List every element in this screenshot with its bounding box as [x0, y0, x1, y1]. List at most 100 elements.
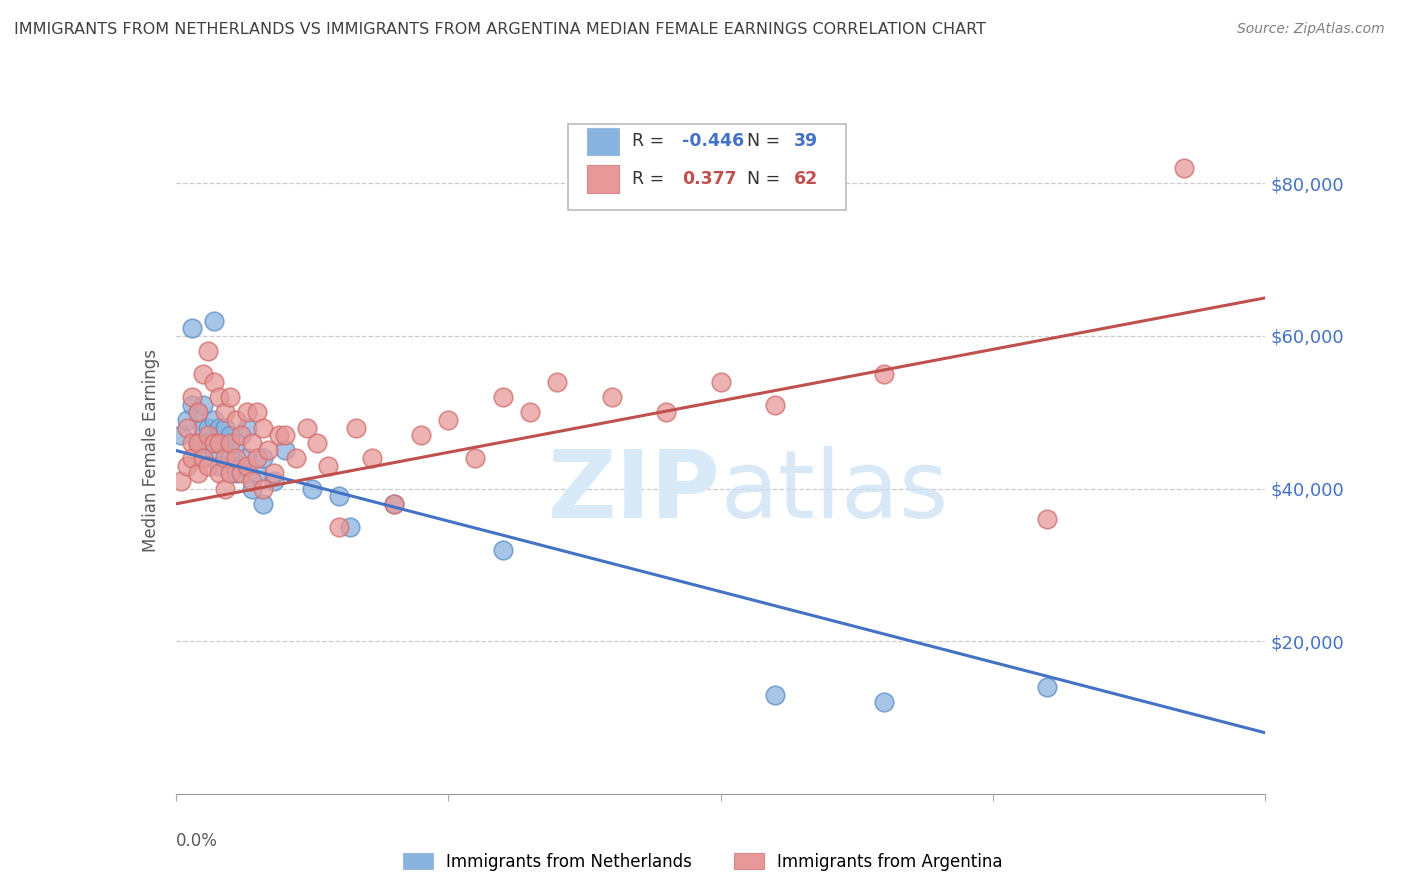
Point — [246, 405, 269, 419]
Point — [328, 520, 350, 534]
Point — [176, 458, 198, 473]
Point — [464, 451, 486, 466]
Point — [235, 458, 257, 473]
Point — [295, 420, 318, 434]
Point — [191, 451, 214, 466]
Text: 0.0%: 0.0% — [176, 831, 218, 850]
Point — [246, 467, 269, 481]
Point — [197, 428, 219, 442]
Point — [181, 451, 204, 466]
Point — [181, 321, 204, 335]
Point — [197, 344, 219, 359]
Point — [191, 420, 214, 434]
Point — [225, 413, 247, 427]
Point — [284, 451, 307, 466]
Point — [197, 420, 219, 434]
Point — [328, 489, 350, 503]
Point — [202, 413, 225, 427]
Point — [318, 458, 340, 473]
Point — [225, 467, 247, 481]
Point — [208, 458, 231, 473]
Point — [214, 482, 236, 496]
Text: N =: N = — [747, 170, 786, 188]
Point — [176, 420, 198, 434]
Point — [202, 375, 225, 389]
Point — [197, 435, 219, 450]
Text: 62: 62 — [793, 170, 818, 188]
Point — [181, 398, 204, 412]
Point — [219, 428, 242, 442]
Point — [186, 405, 209, 419]
Point — [339, 520, 361, 534]
Point — [240, 482, 263, 496]
Point — [257, 443, 280, 458]
Point — [202, 435, 225, 450]
Point — [214, 405, 236, 419]
Text: Source: ZipAtlas.com: Source: ZipAtlas.com — [1237, 22, 1385, 37]
Point — [170, 474, 193, 488]
Point — [492, 390, 515, 404]
Point — [191, 367, 214, 381]
Point — [252, 497, 274, 511]
Text: 39: 39 — [793, 132, 818, 151]
Point — [208, 435, 231, 450]
Point — [197, 458, 219, 473]
Text: R =: R = — [633, 132, 671, 151]
Point — [492, 542, 515, 557]
Point — [1036, 680, 1059, 694]
Text: ZIP: ZIP — [548, 446, 721, 538]
Point — [214, 420, 236, 434]
Point — [214, 451, 236, 466]
Point — [231, 458, 253, 473]
Point — [519, 405, 541, 419]
Point — [225, 435, 247, 450]
Point — [763, 398, 786, 412]
Y-axis label: Median Female Earnings: Median Female Earnings — [142, 349, 160, 552]
Point — [274, 443, 297, 458]
Point — [710, 375, 733, 389]
Point — [409, 428, 432, 442]
Point — [301, 482, 323, 496]
Text: atlas: atlas — [721, 446, 949, 538]
Point — [873, 367, 896, 381]
Text: R =: R = — [633, 170, 671, 188]
Point — [214, 435, 236, 450]
Text: 0.377: 0.377 — [682, 170, 737, 188]
Text: IMMIGRANTS FROM NETHERLANDS VS IMMIGRANTS FROM ARGENTINA MEDIAN FEMALE EARNINGS : IMMIGRANTS FROM NETHERLANDS VS IMMIGRANT… — [14, 22, 986, 37]
Point — [186, 467, 209, 481]
Point — [186, 435, 209, 450]
Point — [225, 451, 247, 466]
Point — [208, 390, 231, 404]
Point — [269, 428, 291, 442]
Point — [382, 497, 405, 511]
FancyBboxPatch shape — [568, 124, 846, 211]
Point — [873, 695, 896, 709]
Point — [202, 443, 225, 458]
Point — [360, 451, 382, 466]
Point — [208, 467, 231, 481]
Point — [344, 420, 367, 434]
Point — [181, 435, 204, 450]
Point — [186, 405, 209, 419]
Point — [240, 435, 263, 450]
Point — [600, 390, 623, 404]
Point — [763, 688, 786, 702]
Point — [231, 467, 253, 481]
Point — [202, 314, 225, 328]
Point — [274, 428, 297, 442]
Point — [219, 390, 242, 404]
Point — [263, 467, 285, 481]
Point — [252, 482, 274, 496]
Point — [191, 398, 214, 412]
Point — [246, 451, 269, 466]
Point — [208, 420, 231, 434]
Point — [219, 467, 242, 481]
Legend: Immigrants from Netherlands, Immigrants from Argentina: Immigrants from Netherlands, Immigrants … — [395, 845, 1011, 880]
Point — [252, 451, 274, 466]
Point — [252, 420, 274, 434]
Point — [655, 405, 678, 419]
Point — [240, 474, 263, 488]
Point — [307, 435, 329, 450]
Point — [219, 435, 242, 450]
Point — [235, 451, 257, 466]
